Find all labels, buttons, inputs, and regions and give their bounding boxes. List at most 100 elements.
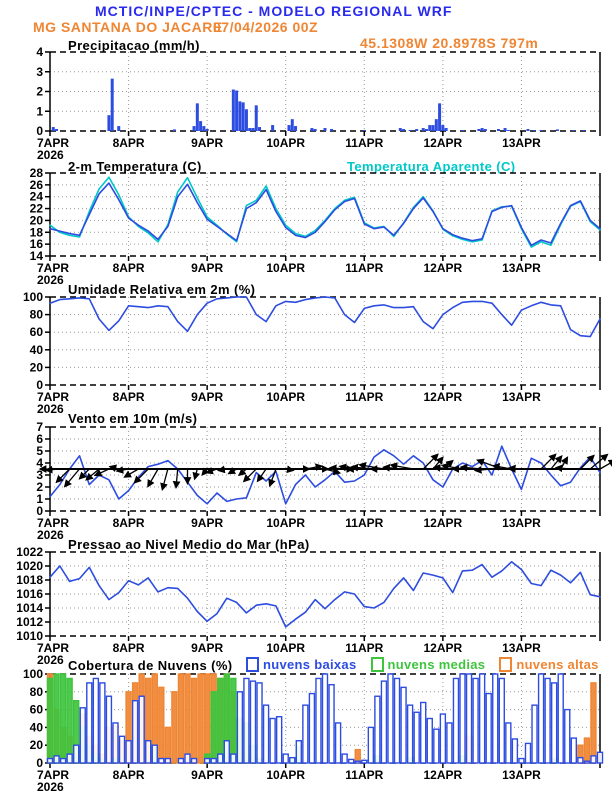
cloud-bar-nuvens-baixas xyxy=(590,755,597,764)
wind-arrow xyxy=(115,466,129,474)
wind-arrow xyxy=(205,466,218,475)
y-tick-label: 3 xyxy=(36,468,43,482)
wind-arrow xyxy=(44,465,60,474)
x-tick-label: 8APR xyxy=(113,641,145,655)
precip-bar xyxy=(483,129,487,131)
y-tick-label: 1018 xyxy=(16,573,43,587)
y-tick-label: 7 xyxy=(36,420,43,434)
cloud-bar-nuvens-baixas xyxy=(302,704,309,764)
series-line-temp xyxy=(49,176,601,248)
precip-bar xyxy=(241,102,245,131)
x-tick-label: 12APR xyxy=(424,516,463,530)
precip-bar xyxy=(477,129,481,131)
station-name: MG SANTANA DO JACARE xyxy=(33,19,223,35)
y-tick-label: 4 xyxy=(36,456,43,470)
precip-bar xyxy=(202,126,206,131)
precip-bar xyxy=(526,129,530,131)
cloud-bar-nuvens-baixas xyxy=(190,757,198,764)
wind-arrow xyxy=(123,468,139,478)
cloud-bar-nuvens-baixas xyxy=(393,677,401,764)
precip-bar xyxy=(192,126,196,131)
panel-title-pressure: Pressao ao Nivel Medio do Mar (hPa) xyxy=(68,537,310,552)
cloud-bar-nuvens-baixas xyxy=(295,740,303,764)
precip-bar xyxy=(330,129,334,131)
precip-bar xyxy=(248,128,252,131)
x-tick-label: 8APR xyxy=(113,136,145,150)
wind-arrow xyxy=(540,453,557,470)
wind-arrow xyxy=(217,465,227,474)
cloud-bar-nuvens-baixas xyxy=(262,704,270,764)
y-tick-label: 28 xyxy=(30,166,44,180)
cloud-bar-nuvens-medias xyxy=(217,677,224,764)
x-tick-label: 13APR xyxy=(502,641,541,655)
precip-bar xyxy=(310,128,314,131)
legend-label-nuvens-baixas: nuvens baixas xyxy=(263,657,357,672)
cloud-bar-nuvens-baixas xyxy=(531,704,538,764)
x-tick-label: 12APR xyxy=(424,261,463,275)
wind-arrow xyxy=(172,468,181,490)
cloud-bar-nuvens-baixas xyxy=(321,673,329,764)
precip-bar xyxy=(110,78,114,131)
x-tick-label: 9APR xyxy=(191,768,223,782)
x-axis-year-label: 2026 xyxy=(37,148,64,162)
cloud-bar-nuvens-baixas xyxy=(249,680,257,764)
x-tick-label: 9APR xyxy=(191,641,223,655)
x-tick-label: 7APR xyxy=(37,641,69,655)
cloud-bar-nuvens-baixas xyxy=(236,691,244,764)
cloud-bar-nuvens-baixas xyxy=(158,757,165,764)
precip-bar xyxy=(323,128,327,131)
cloud-bar-nuvens-baixas xyxy=(99,682,106,764)
cloud-bar-nuvens-baixas xyxy=(524,742,532,764)
precip-bar xyxy=(480,128,484,131)
x-tick-label: 10APR xyxy=(266,261,305,275)
cloud-bar-nuvens-baixas xyxy=(583,760,591,764)
y-tick-label: 1 xyxy=(36,104,43,118)
precip-bar xyxy=(582,130,586,132)
cloud-bar-nuvens-baixas xyxy=(269,717,276,764)
y-tick-label: 1 xyxy=(36,492,43,506)
precip-bar xyxy=(555,129,559,131)
y-tick-label: 100 xyxy=(23,667,43,681)
panel-title-clouds: Cobertura de Nuvens (%) xyxy=(68,658,233,673)
x-tick-label: 7APR xyxy=(37,390,69,404)
x-tick-label: 12APR xyxy=(424,641,463,655)
y-tick-label: 0 xyxy=(36,378,43,392)
y-tick-label: 80 xyxy=(30,685,44,699)
cloud-bar-nuvens-baixas xyxy=(596,751,604,764)
precip-bar xyxy=(235,90,239,131)
cloud-bar-nuvens-baixas xyxy=(308,692,316,764)
cloud-bar-nuvens-baixas xyxy=(459,673,466,764)
y-tick-label: 4 xyxy=(36,45,43,59)
panel-title-apparent-temperature: Temperatura Aparente (C) xyxy=(347,159,516,174)
cloud-bar-nuvens-baixas xyxy=(406,704,414,764)
y-tick-label: 0 xyxy=(36,756,43,770)
x-tick-label: 8APR xyxy=(113,516,145,530)
nuvens-baixas-swatch-icon xyxy=(246,657,259,672)
nuvens-medias-swatch-icon xyxy=(370,657,384,672)
y-tick-label: 100 xyxy=(23,290,43,304)
wind-arrow xyxy=(554,464,571,473)
cloud-bar-nuvens-baixas xyxy=(275,716,283,764)
y-tick-label: 18 xyxy=(30,225,44,239)
y-tick-label: 20 xyxy=(30,738,44,752)
precip-bar xyxy=(313,129,317,131)
cloud-bar-nuvens-baixas xyxy=(145,740,152,764)
y-tick-label: 60 xyxy=(30,325,44,339)
cloud-bar-nuvens-baixas xyxy=(492,673,499,764)
x-tick-label: 13APR xyxy=(502,768,541,782)
precip-bar xyxy=(431,125,435,131)
precip-bar xyxy=(539,130,543,132)
cloud-bar-nuvens-baixas xyxy=(92,677,100,764)
precip-bar xyxy=(55,129,59,131)
precip-bar xyxy=(195,103,199,131)
y-tick-label: 16 xyxy=(30,237,44,251)
x-tick-label: 9APR xyxy=(191,390,223,404)
x-tick-label: 13APR xyxy=(502,516,541,530)
cloud-bar-nuvens-baixas xyxy=(46,757,54,764)
precip-bar xyxy=(497,129,501,131)
y-tick-label: 1022 xyxy=(16,545,43,559)
cloud-bar-nuvens-baixas xyxy=(138,695,145,764)
legend-label-nuvens-medias: nuvens medias xyxy=(387,657,486,672)
cloud-bar-nuvens-baixas xyxy=(577,756,584,764)
